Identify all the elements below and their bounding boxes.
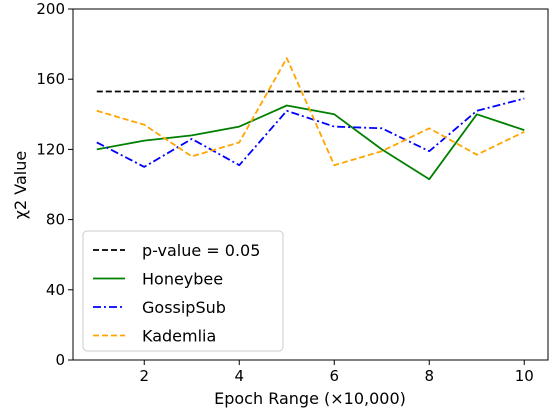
y-tick-label: 120 — [36, 140, 65, 158]
series-line-3 — [96, 57, 525, 167]
y-tick-label: 40 — [46, 281, 65, 299]
legend-label: p-value = 0.05 — [142, 241, 260, 260]
legend-label: Honeybee — [142, 270, 223, 289]
x-tick-label: 6 — [329, 367, 339, 385]
y-tick-label: 80 — [46, 211, 65, 229]
legend: p-value = 0.05 Honeybee GossipSub Kademlia — [82, 230, 284, 352]
y-axis-label: χ2 Value — [11, 151, 30, 219]
series-layer — [96, 57, 525, 181]
x-tick-label: 8 — [424, 367, 434, 385]
x-tick-label: 2 — [139, 367, 149, 385]
series-line-2 — [96, 97, 525, 168]
x-axis-ticks: 2 4 6 8 10 — [139, 360, 534, 385]
x-tick-label: 10 — [515, 367, 534, 385]
legend-label: Kademlia — [142, 327, 216, 346]
x-axis-label: Epoch Range (×10,000) — [214, 389, 406, 408]
series-line-1 — [96, 104, 525, 181]
y-tick-label: 160 — [36, 70, 65, 88]
legend-label: GossipSub — [142, 298, 226, 317]
y-axis-ticks: 0 40 80 120 160 200 — [36, 0, 73, 369]
y-tick-label: 200 — [36, 0, 65, 18]
x-tick-label: 4 — [234, 367, 244, 385]
legend-box — [82, 230, 284, 352]
plot-frame — [72, 8, 549, 361]
y-tick-label: 0 — [55, 351, 65, 369]
